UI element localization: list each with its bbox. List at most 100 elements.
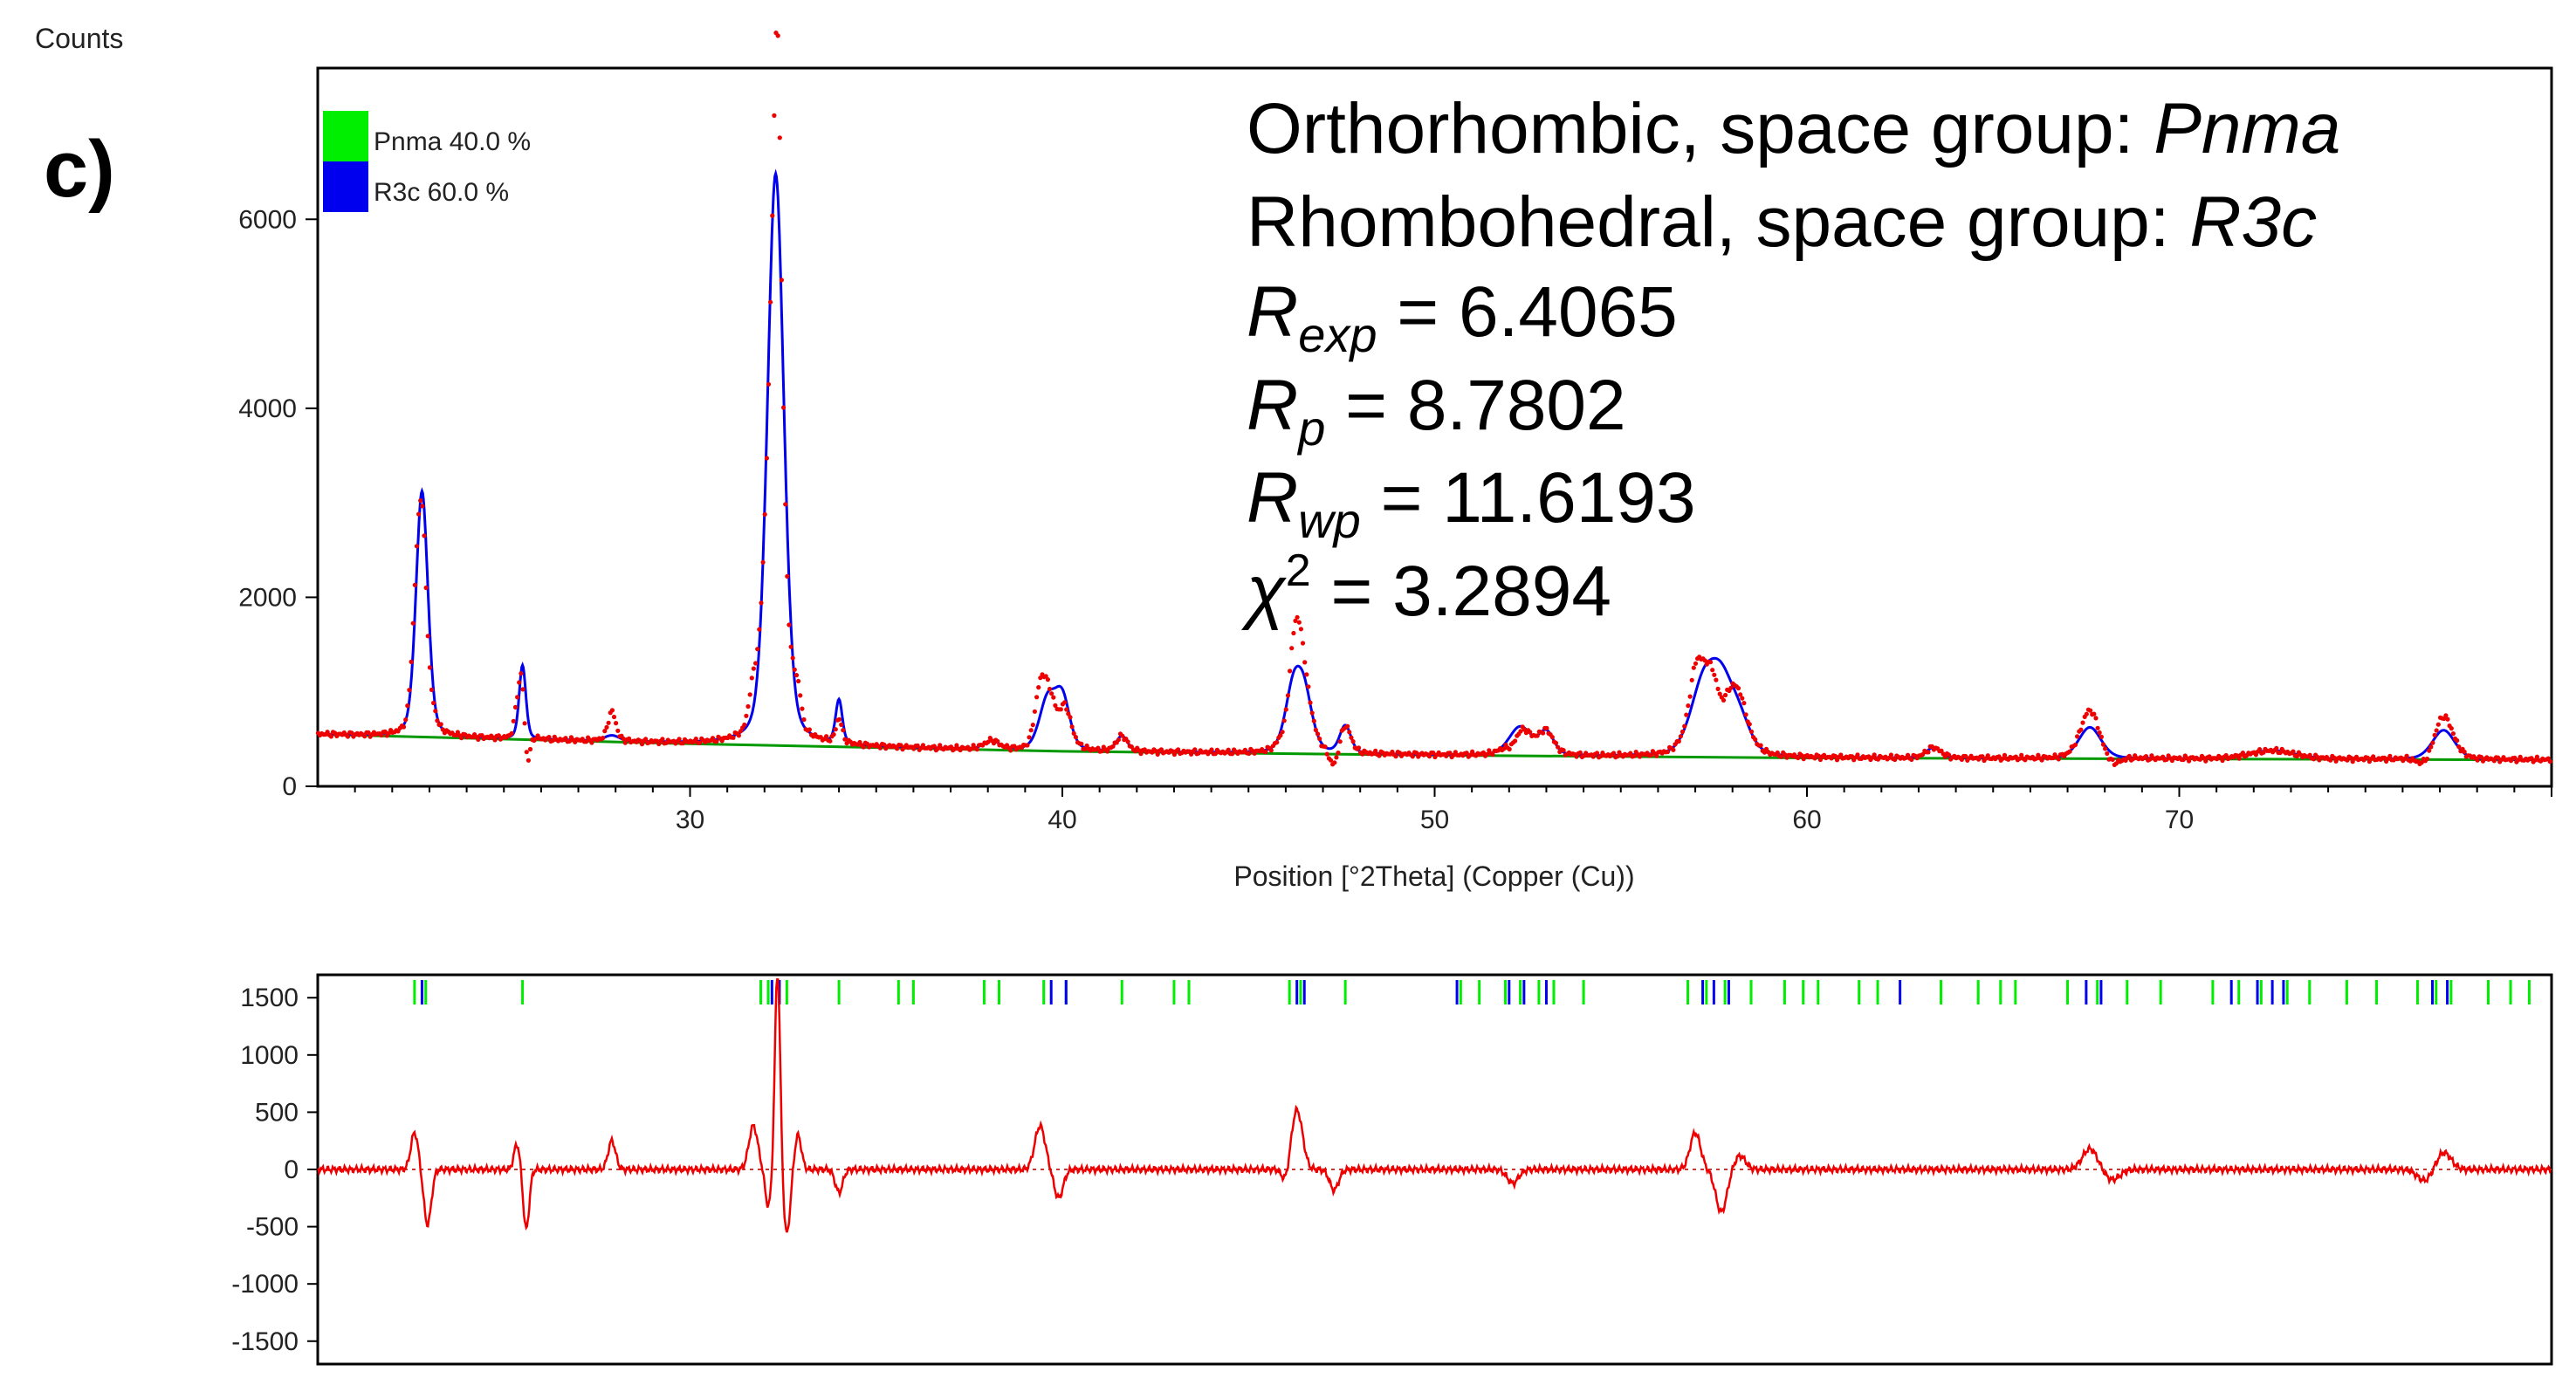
- observed-point: [1288, 669, 1293, 674]
- observed-point: [2103, 746, 2108, 751]
- annotation-rp: Rp = 8.7802: [1247, 366, 1626, 456]
- legend: Pnma 40.0 % R3c 60.0 %: [323, 111, 531, 212]
- observed-point: [476, 737, 481, 743]
- observed-point: [1485, 751, 1490, 757]
- observed-point: [1110, 744, 1116, 749]
- observed-point: [1322, 744, 1328, 750]
- x-axis-label: Position [°2Theta] (Copper (Cu)): [1233, 860, 1634, 892]
- observed-point: [736, 733, 742, 738]
- observed-point: [1291, 630, 1296, 636]
- observed-point: [1347, 730, 1352, 735]
- observed-point: [1684, 712, 1689, 717]
- observed-point: [1748, 729, 1755, 734]
- observed-point: [762, 511, 767, 518]
- annotation-rexp: Rexp = 6.4065: [1247, 272, 1678, 362]
- observed-point: [777, 135, 782, 141]
- observed-point: [509, 730, 514, 736]
- x-tick-label: 50: [1420, 806, 1449, 834]
- observed-point: [1268, 748, 1274, 753]
- observed-point: [1027, 735, 1032, 740]
- observed-point: [1753, 737, 1758, 742]
- observed-point: [1906, 752, 1911, 758]
- observed-point: [420, 504, 425, 509]
- observed-point: [1285, 693, 1291, 698]
- observed-point: [2181, 757, 2186, 763]
- observed-point: [2105, 751, 2110, 757]
- observed-point: [1501, 746, 1507, 751]
- observed-point: [1513, 738, 1518, 744]
- observed-point: [1334, 755, 1339, 760]
- observed-point: [479, 733, 484, 738]
- observed-point: [1490, 751, 1495, 758]
- observed-point: [2236, 756, 2242, 761]
- observed-point: [841, 728, 846, 733]
- observed-point: [1838, 752, 1844, 758]
- observed-point: [2291, 749, 2296, 754]
- observed-point: [768, 299, 773, 305]
- observed-point: [382, 729, 388, 734]
- observed-point: [2002, 752, 2008, 758]
- observed-point: [1360, 751, 1365, 757]
- observed-point: [1464, 751, 1469, 756]
- observed-point: [693, 737, 698, 742]
- observed-point: [1738, 692, 1743, 697]
- observed-point: [895, 746, 900, 751]
- observed-point: [519, 671, 524, 676]
- observed-point: [2478, 754, 2483, 760]
- observed-point: [1676, 738, 1681, 744]
- observed-point: [429, 687, 435, 693]
- main-plot-frame: [316, 66, 2553, 788]
- observed-point: [1431, 751, 1436, 756]
- observed-point: [1315, 731, 1321, 737]
- observed-point: [1302, 660, 1308, 665]
- observed-point: [2328, 758, 2333, 763]
- observed-point: [583, 739, 589, 744]
- observed-point: [760, 559, 766, 565]
- observed-point: [954, 743, 959, 748]
- observed-point: [1541, 730, 1546, 736]
- observed-point: [627, 736, 632, 742]
- observed-point: [1682, 723, 1687, 729]
- observed-point: [492, 737, 498, 743]
- observed-point: [1263, 749, 1268, 755]
- observed-point: [1096, 745, 1101, 751]
- observed-point: [1116, 737, 1121, 743]
- observed-point: [2462, 749, 2467, 755]
- observed-point: [546, 735, 552, 740]
- observed-point: [438, 722, 443, 727]
- observed-point: [2491, 758, 2497, 764]
- observed-point: [440, 727, 445, 732]
- observed-point: [1032, 709, 1037, 714]
- observed-point: [459, 736, 464, 741]
- x-tick-label: 60: [1792, 806, 1821, 834]
- y-tick-label: 6000: [238, 205, 297, 234]
- observed-point: [403, 717, 409, 723]
- observed-point: [427, 665, 432, 670]
- observed-point: [512, 704, 519, 710]
- observed-point: [621, 736, 626, 742]
- observed-point: [2529, 756, 2534, 761]
- observed-point: [2455, 737, 2460, 744]
- observed-point: [416, 511, 422, 517]
- observed-point: [2381, 755, 2387, 761]
- observed-point: [2088, 708, 2093, 713]
- observed-point: [1036, 685, 1041, 690]
- observed-point: [601, 736, 606, 741]
- legend-swatch-pnma: [323, 111, 368, 161]
- observed-point: [660, 737, 665, 742]
- observed-point: [1349, 735, 1354, 740]
- observed-point: [1728, 685, 1734, 690]
- observed-point: [938, 743, 943, 748]
- observed-point: [1654, 753, 1659, 758]
- observed-point: [409, 659, 414, 665]
- observed-point: [788, 644, 793, 649]
- observed-point: [2261, 750, 2266, 755]
- observed-point: [1073, 735, 1078, 740]
- observed-point: [1058, 707, 1063, 712]
- observed-point: [796, 678, 801, 684]
- observed-point: [2443, 713, 2449, 718]
- observed-point: [2365, 755, 2370, 761]
- annotation-chi-squared: χ2 = 3.2894: [1241, 545, 1611, 631]
- observed-point: [1069, 724, 1075, 730]
- observed-point: [2435, 722, 2441, 727]
